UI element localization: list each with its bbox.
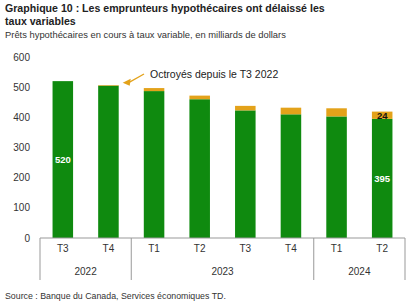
x-tick-label: T1 xyxy=(331,243,343,254)
bar xyxy=(281,114,302,238)
bar xyxy=(372,119,393,238)
bar xyxy=(189,96,210,100)
x-tick-label: T4 xyxy=(103,243,115,254)
bar xyxy=(281,108,302,115)
x-tick-label: T2 xyxy=(194,243,206,254)
data-label: 395 xyxy=(374,173,391,184)
bar xyxy=(144,91,165,238)
x-group-label: 2023 xyxy=(211,266,234,277)
x-tick-label: T1 xyxy=(148,243,160,254)
bar xyxy=(235,106,256,111)
bar xyxy=(53,81,74,82)
group-separator xyxy=(131,238,132,280)
subtitle: Prêts hypothécaires en cours à taux vari… xyxy=(5,29,286,40)
bars xyxy=(53,81,393,238)
chart: 0 100 200 300 400 500 600 520 395 24 T3 T4 T1 T2 T3 T4 T… xyxy=(0,0,413,308)
bar xyxy=(189,99,210,238)
bar xyxy=(326,116,347,238)
group-separator xyxy=(40,238,41,280)
y-tick-label: 400 xyxy=(13,112,30,123)
data-label: 520 xyxy=(55,154,71,165)
x-tick-label: T3 xyxy=(239,243,251,254)
group-separator xyxy=(313,238,314,280)
y-tick-label: 300 xyxy=(13,142,30,153)
bar xyxy=(98,86,119,238)
y-tick-label: 600 xyxy=(13,52,30,63)
x-tick-label: T2 xyxy=(376,243,388,254)
annotation: Octroyés depuis le T3 2022 xyxy=(150,68,278,80)
x-tick-label: T4 xyxy=(285,243,297,254)
x-group-label: 2024 xyxy=(348,266,371,277)
bar xyxy=(53,81,74,238)
y-tick-label: 500 xyxy=(13,82,30,93)
bar xyxy=(98,85,119,87)
source: Source : Banque du Canada, Services écon… xyxy=(5,291,226,301)
y-tick-label: 100 xyxy=(13,202,30,213)
y-tick-label: 200 xyxy=(13,172,30,183)
x-tick-label: T3 xyxy=(57,243,69,254)
title: Graphique 10 : Les emprunteurs hypothéca… xyxy=(5,2,340,28)
annotation-arrow xyxy=(129,74,144,83)
bar xyxy=(144,88,165,91)
bar xyxy=(235,110,256,238)
data-label: 24 xyxy=(377,110,388,121)
group-separator xyxy=(405,238,406,280)
annotation-arrowhead xyxy=(123,79,131,86)
y-tick-label: 0 xyxy=(24,233,30,244)
x-axis-line xyxy=(40,238,405,239)
bar xyxy=(326,108,347,116)
x-group-label: 2022 xyxy=(75,266,98,277)
